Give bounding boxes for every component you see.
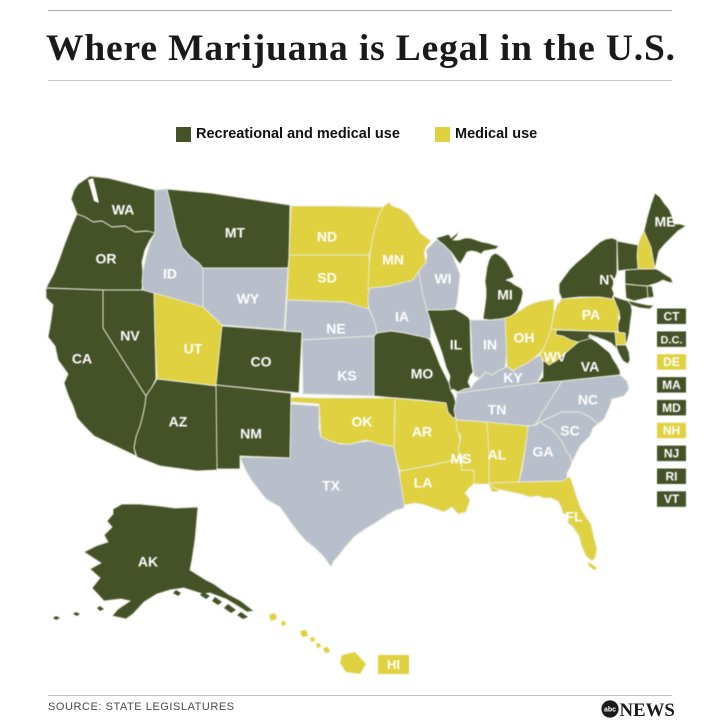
svg-text:MS: MS: [451, 451, 472, 467]
svg-text:NH: NH: [663, 424, 680, 438]
svg-text:IA: IA: [395, 309, 409, 325]
svg-text:OK: OK: [352, 414, 373, 430]
svg-text:NE: NE: [326, 321, 345, 337]
svg-text:VT: VT: [664, 492, 680, 506]
svg-text:MO: MO: [411, 366, 434, 382]
svg-text:NY: NY: [599, 272, 619, 288]
svg-text:OR: OR: [96, 251, 117, 267]
svg-text:NJ: NJ: [664, 447, 679, 461]
svg-text:UT: UT: [184, 341, 203, 357]
svg-text:IN: IN: [483, 337, 497, 353]
svg-text:MI: MI: [497, 287, 513, 303]
svg-text:CT: CT: [664, 309, 681, 323]
svg-text:OH: OH: [514, 330, 535, 346]
svg-text:SD: SD: [317, 270, 336, 286]
svg-text:WV: WV: [544, 349, 567, 365]
svg-text:CA: CA: [72, 351, 92, 367]
svg-text:FL: FL: [565, 509, 583, 525]
svg-text:MT: MT: [225, 225, 246, 241]
svg-text:D.C.: D.C.: [661, 334, 683, 346]
svg-text:MA: MA: [662, 378, 681, 392]
svg-text:TN: TN: [488, 402, 507, 418]
svg-text:HI: HI: [387, 657, 400, 672]
svg-text:AR: AR: [412, 424, 432, 440]
svg-text:SC: SC: [560, 423, 579, 439]
svg-text:ME: ME: [655, 214, 676, 230]
svg-text:KS: KS: [337, 368, 356, 384]
svg-text:MN: MN: [382, 252, 404, 268]
svg-text:TX: TX: [322, 478, 341, 494]
svg-text:NM: NM: [240, 426, 262, 442]
svg-text:KY: KY: [503, 370, 523, 386]
svg-text:AZ: AZ: [169, 414, 188, 430]
svg-text:AK: AK: [138, 554, 158, 570]
svg-text:ND: ND: [317, 229, 337, 245]
svg-text:WA: WA: [112, 202, 135, 218]
svg-text:NC: NC: [578, 392, 598, 408]
svg-text:GA: GA: [533, 444, 554, 460]
svg-text:WI: WI: [434, 271, 451, 287]
svg-text:WY: WY: [237, 291, 260, 307]
svg-text:RI: RI: [666, 469, 678, 483]
svg-text:AL: AL: [488, 447, 507, 463]
svg-text:ID: ID: [163, 266, 177, 282]
svg-text:DE: DE: [663, 355, 680, 369]
svg-text:LA: LA: [414, 475, 433, 491]
svg-text:NEWS: NEWS: [620, 700, 675, 720]
svg-text:NV: NV: [120, 328, 140, 344]
svg-text:MD: MD: [662, 401, 681, 415]
svg-text:VA: VA: [581, 359, 599, 375]
svg-text:CO: CO: [251, 354, 272, 370]
svg-text:PA: PA: [582, 307, 600, 323]
svg-text:IL: IL: [450, 337, 463, 353]
svg-text:abc: abc: [604, 706, 616, 713]
